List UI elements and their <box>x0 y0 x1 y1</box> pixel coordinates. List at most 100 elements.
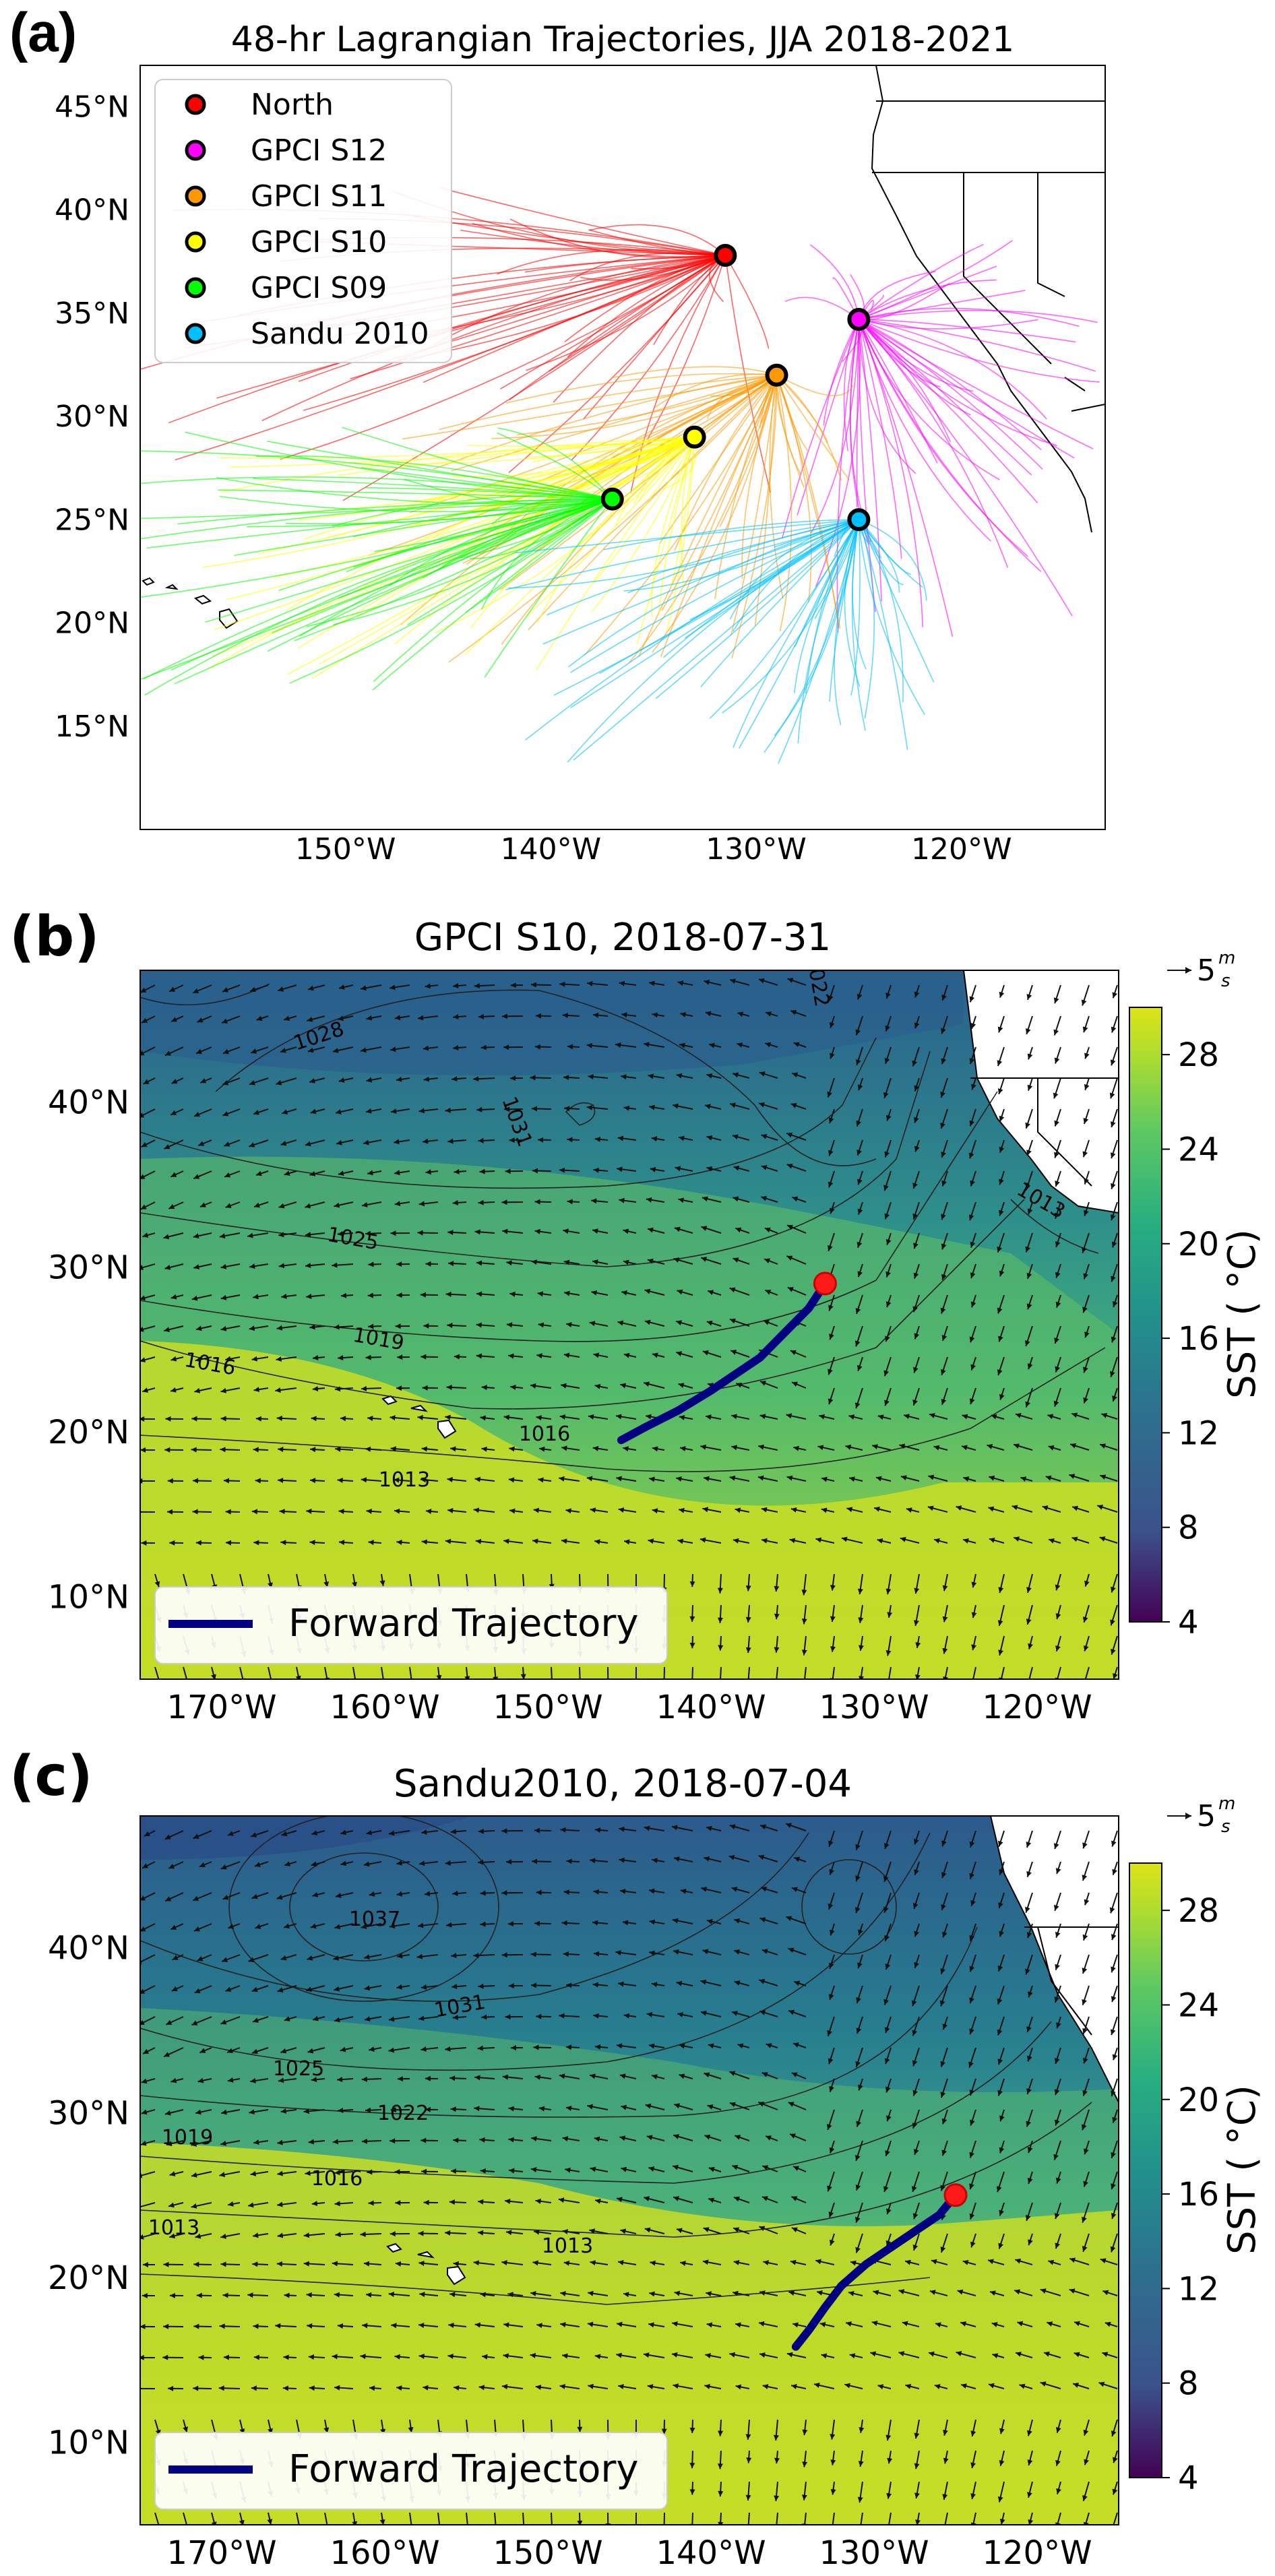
wind-vector <box>224 1139 241 1147</box>
wind-vector <box>758 1102 778 1110</box>
wind-vector <box>508 2137 524 2143</box>
wind-vector-head <box>706 1414 712 1420</box>
wind-vector-head <box>817 2290 823 2296</box>
wind-vector <box>530 2290 552 2296</box>
wind-vector-head <box>307 2048 314 2054</box>
panel-a-map <box>140 65 1105 829</box>
trajectory-line <box>423 436 695 501</box>
wind-vector-head <box>590 1507 596 1513</box>
wind-vector <box>933 1445 948 1451</box>
wind-vector <box>447 1138 467 1144</box>
wind-vector <box>700 1257 722 1265</box>
wind-vector <box>368 2200 382 2206</box>
wind-vector-head <box>586 1042 592 1048</box>
wind-vector <box>856 2109 863 2127</box>
wind-vector <box>563 1889 580 1895</box>
wind-vector-head <box>671 1825 678 1831</box>
wind-vector <box>311 1861 325 1867</box>
wind-vector-head <box>735 2135 741 2140</box>
wind-vector-head <box>303 2108 309 2114</box>
wind-vector-head <box>885 1336 890 1342</box>
wind-vector-head <box>141 1540 147 1546</box>
wind-vector-head <box>899 1443 906 1449</box>
wind-vector <box>592 1982 609 1988</box>
wind-vector-head <box>1025 1401 1030 1408</box>
legend-marker <box>185 94 206 115</box>
wind-vector <box>476 1260 495 1266</box>
wind-vector <box>830 1046 835 1059</box>
wind-vector <box>565 1508 580 1514</box>
wind-vector-head <box>877 2384 884 2389</box>
wind-vector-head <box>563 1951 569 1957</box>
wind-vector <box>334 2201 354 2207</box>
wind-vector-head <box>733 2290 739 2296</box>
wind-vector-head <box>730 1350 737 1355</box>
wind-vector <box>479 2137 495 2143</box>
wind-vector <box>885 1015 892 1032</box>
wind-vector-head <box>761 1195 768 1201</box>
wind-vector <box>389 1923 410 1929</box>
wind-vector <box>619 2135 637 2141</box>
wind-vector <box>551 1666 553 1679</box>
wind-vector <box>307 984 325 991</box>
wind-vector-head <box>165 1416 171 1422</box>
wind-vector-head <box>394 1015 401 1021</box>
isobar-label: 1019 <box>162 2126 213 2149</box>
wind-vector-head <box>1100 1443 1106 1449</box>
wind-vector-head <box>134 1509 139 1515</box>
wind-vector-head <box>425 2106 431 2112</box>
wind-vector <box>821 1507 835 1513</box>
trajectory-line <box>505 519 859 591</box>
wind-vector-head <box>648 1888 655 1894</box>
wind-vector-head <box>941 1872 947 1879</box>
wind-vector-head <box>914 1333 920 1340</box>
panel-b: (b) GPCI S10, 2018-07-31 <box>9 905 1264 1726</box>
wind-vector-head <box>536 1353 542 1359</box>
wind-vector-head <box>855 1029 861 1036</box>
wind-vector <box>717 2450 723 2470</box>
wind-vector-head <box>476 1353 483 1359</box>
wind-vector-head <box>453 982 459 988</box>
wind-vector-head <box>676 1073 683 1079</box>
wind-vector-head <box>850 2260 857 2266</box>
wind-vector-head <box>1071 1412 1078 1418</box>
wind-vector-head <box>733 2260 740 2265</box>
wind-vector <box>998 1325 1005 1342</box>
wind-vector-head <box>251 1048 257 1054</box>
wind-vector <box>704 979 722 986</box>
wind-vector <box>220 2233 241 2239</box>
wind-vector <box>559 1167 580 1173</box>
wind-vector-head <box>361 1924 367 1930</box>
wind-vector <box>140 2016 156 2025</box>
wind-vector-head <box>141 2078 148 2084</box>
wind-vector-head <box>531 2136 537 2142</box>
panel-b-colorbar-label: SST ( °C) <box>1220 1229 1264 1399</box>
wind-vector-head <box>423 1045 429 1051</box>
wind-vector-head <box>562 1012 568 1018</box>
wind-vector <box>651 2074 665 2080</box>
panel-b-legend-label: Forward Trajectory <box>288 1602 639 1645</box>
wind-vector <box>940 2078 948 2098</box>
wind-vector <box>338 1015 354 1022</box>
wind-vector-head <box>503 1538 509 1544</box>
wind-vector <box>592 1445 609 1451</box>
wind-vector-head <box>253 2323 259 2329</box>
wind-vector-head <box>142 1387 148 1393</box>
wind-vector <box>534 1199 552 1205</box>
wind-vector-shaft <box>381 1666 384 1679</box>
wind-vector-head <box>827 1091 832 1098</box>
wind-vector-head <box>801 2494 807 2501</box>
wind-vector <box>191 2140 212 2147</box>
wind-vector <box>332 2354 354 2360</box>
wind-vector <box>309 1540 325 1546</box>
wind-vector <box>699 1537 722 1544</box>
wind-vector <box>303 2261 325 2267</box>
trajectory-line <box>662 519 859 658</box>
wind-vector <box>999 1263 1005 1277</box>
wind-vector-head <box>588 1073 594 1079</box>
wind-vector <box>193 2385 212 2391</box>
trajectory-line <box>259 436 695 555</box>
wind-vector <box>172 1954 184 1961</box>
wind-vector-head <box>278 1447 284 1453</box>
wind-vector <box>969 1954 976 1972</box>
